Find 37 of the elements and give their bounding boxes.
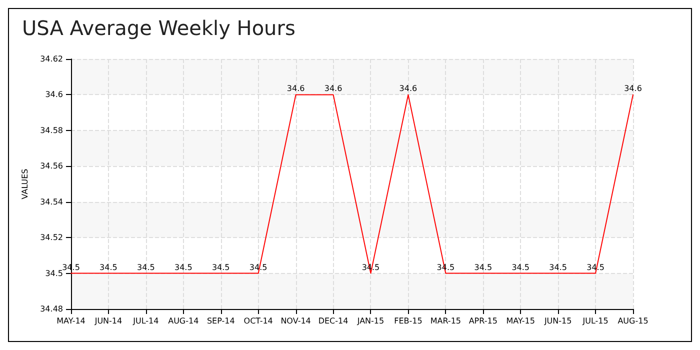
y-tick-label: 34.54 — [40, 197, 63, 206]
x-tick-label: JUN-15 — [543, 316, 572, 326]
y-tick-label: 34.48 — [40, 304, 63, 314]
data-label: 34.5 — [174, 262, 192, 272]
data-label: 34.6 — [324, 84, 342, 94]
data-label: 34.5 — [549, 262, 567, 272]
y-tick-label: 34.6 — [45, 90, 63, 100]
x-tick-label: MAY-14 — [56, 316, 86, 326]
x-tick-label: JAN-15 — [356, 316, 384, 326]
y-tick-label: 34.58 — [40, 126, 63, 135]
x-tick-label: MAR-15 — [430, 316, 462, 326]
data-label: 34.5 — [512, 262, 530, 272]
data-label: 34.5 — [137, 262, 155, 272]
data-label: 34.5 — [474, 262, 492, 272]
y-tick-label: 34.5 — [45, 268, 63, 278]
y-axis-title: VALUES — [20, 168, 30, 200]
x-tick-label: OCT-14 — [244, 316, 273, 326]
x-tick-label: AUG-15 — [618, 316, 648, 326]
x-tick-label: MAY-15 — [506, 316, 535, 326]
x-tick-label: DEC-14 — [318, 316, 348, 326]
x-tick-label: JUL-15 — [582, 316, 608, 326]
x-tick-label: SEP-14 — [206, 316, 235, 326]
y-tick-label: 34.56 — [40, 162, 63, 171]
x-tick-label: JUN-14 — [94, 316, 122, 326]
x-tick-label: NOV-14 — [280, 316, 311, 326]
data-label: 34.5 — [212, 262, 230, 272]
y-tick-label: 34.62 — [40, 54, 63, 64]
data-label: 34.6 — [286, 84, 305, 94]
data-label: 34.5 — [100, 262, 118, 272]
data-label: 34.6 — [624, 84, 642, 94]
x-tick-label: JUL-14 — [132, 316, 159, 326]
x-tick-label: FEB-15 — [394, 316, 422, 326]
y-tick-label: 34.52 — [40, 233, 63, 242]
data-label: 34.6 — [399, 84, 418, 94]
x-tick-label: AUG-14 — [168, 316, 199, 326]
x-tick-label: APR-15 — [468, 316, 498, 326]
chart-title: USA Average Weekly Hours — [22, 16, 296, 40]
